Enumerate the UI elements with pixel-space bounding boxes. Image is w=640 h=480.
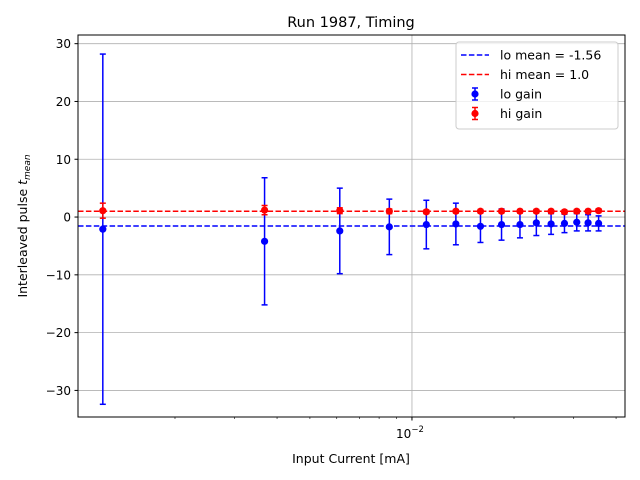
series-lo-gain [99, 53, 603, 406]
data-point [260, 206, 269, 214]
y-tick-label: 10 [56, 153, 71, 167]
legend-marker [471, 109, 479, 118]
data-point [336, 207, 344, 215]
legend-marker [471, 90, 479, 98]
legend-box [455, 41, 619, 130]
data-point [99, 225, 107, 233]
data-point [584, 219, 592, 227]
data-point [584, 207, 592, 215]
data-point [573, 207, 581, 215]
x-axis-label: Input Current [mA] [292, 451, 410, 466]
data-point [560, 219, 569, 227]
data-point [532, 207, 540, 215]
y-tick-label: 30 [56, 37, 71, 51]
data-point [560, 208, 569, 216]
data-point [547, 207, 555, 215]
data-point [497, 207, 506, 215]
data-point [595, 219, 603, 227]
data-point [422, 208, 430, 216]
y-axis-label: Interleaved pulse tmean [15, 154, 33, 297]
axis-ticks: 30 20 10 0 −10 −20 −30 10−2 [46, 37, 617, 441]
data-point [452, 220, 460, 228]
data-point [476, 207, 485, 215]
data-point [516, 207, 524, 215]
legend-label: hi gain [500, 106, 542, 121]
data-point [595, 207, 603, 215]
legend-item: lo gain [471, 87, 542, 102]
data-point [573, 218, 581, 226]
legend-item: lo mean = -1.56 [461, 48, 601, 63]
data-point [336, 227, 344, 235]
x-tick-label: 10−2 [396, 425, 424, 441]
data-marks [99, 53, 603, 406]
grid [78, 35, 625, 417]
data-point [260, 237, 269, 245]
y-tick-label: −20 [46, 326, 71, 340]
mean-lines [78, 210, 625, 227]
data-point [547, 220, 555, 228]
legend: lo mean = -1.56 hi mean = 1.0 lo gain hi ga… [455, 41, 619, 130]
data-point [516, 220, 524, 229]
y-tick-label: 0 [63, 211, 71, 225]
data-point [422, 220, 430, 229]
data-point [385, 207, 393, 215]
chart-title: Run 1987, Timing [287, 15, 415, 31]
series-hi-gain [99, 202, 603, 219]
data-point [452, 207, 460, 215]
y-tick-label: 20 [56, 95, 71, 109]
data-point [476, 222, 485, 230]
y-tick-label: −30 [46, 384, 71, 398]
data-point [532, 219, 540, 227]
legend-label: lo gain [500, 87, 542, 102]
data-point [385, 223, 393, 231]
data-point [497, 220, 506, 229]
data-point [99, 207, 107, 215]
plot-frame [77, 34, 626, 418]
legend-item: hi mean = 1.0 [461, 67, 589, 82]
legend-item: hi gain [471, 106, 542, 121]
legend-label: hi mean = 1.0 [500, 67, 589, 82]
y-tick-label: −10 [46, 268, 71, 282]
legend-label: lo mean = -1.56 [500, 48, 601, 63]
